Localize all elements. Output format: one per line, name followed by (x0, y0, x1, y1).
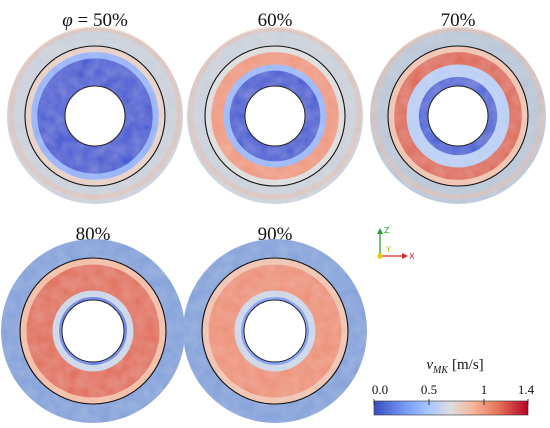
fluid-boundary-circle-4 (19, 257, 167, 405)
outer-warm-band (188, 26, 362, 200)
outer-warm-band (8, 26, 182, 200)
inner-hole-2 (244, 85, 306, 147)
phi-symbol: φ (62, 10, 73, 31)
phi-eq: = 50% (73, 10, 128, 31)
fluid-boundary-circle-1 (24, 45, 166, 187)
inner-hole-3 (427, 85, 489, 147)
fluid-boundary-circle-3 (387, 45, 529, 187)
colorbar-tick-label-0: 0.0 (372, 382, 388, 397)
fluid-boundary-circle-5 (201, 257, 349, 405)
colorbar-title: vMK [m/s] (426, 357, 483, 376)
colorbar: vMK [m/s] 0.0 0.5 1 1.4 (372, 357, 535, 416)
inner-hole-4 (61, 299, 125, 363)
colorbar-tick-label-3: 1.4 (518, 382, 535, 397)
y-axis-dot (377, 253, 383, 259)
colorbar-symbol: v (426, 357, 433, 373)
panel-title-70: 70% (441, 10, 476, 31)
z-axis-label: Z (384, 226, 390, 235)
panel-title-50: φ = 50% (62, 10, 128, 31)
z-axis-arrow (377, 228, 383, 234)
ring-plots (1, 26, 546, 423)
colorbar-subscript: MK (432, 365, 449, 376)
inner-hole-5 (243, 299, 307, 363)
x-axis-label: X (409, 252, 415, 261)
axes-triad: Z Y X (377, 226, 415, 261)
colorbar-gradient (373, 400, 529, 416)
panel-title-60: 60% (258, 10, 293, 31)
x-axis-arrow (402, 253, 408, 259)
y-axis-label: Y (385, 245, 391, 254)
colorbar-tick-label-2: 1 (481, 382, 488, 397)
inner-hole-1 (64, 85, 126, 147)
colorbar-unit: [m/s] (452, 357, 484, 373)
fluid-boundary-circle-2 (204, 45, 346, 187)
colorbar-tick-label-1: 0.5 (421, 382, 437, 397)
outer-warm-band (371, 26, 545, 200)
